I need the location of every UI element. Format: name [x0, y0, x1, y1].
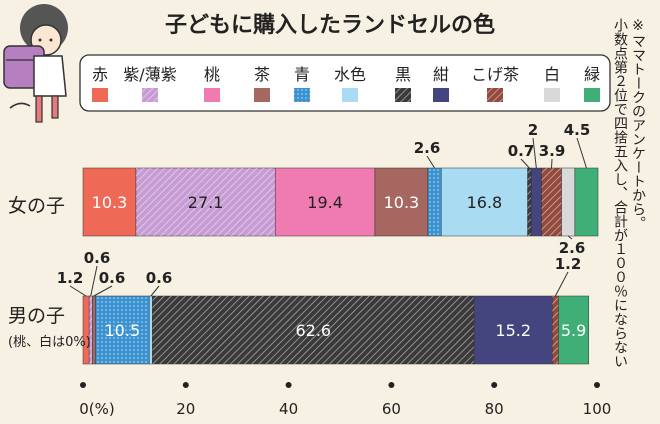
label-leader [532, 137, 537, 169]
legend: 赤紫/薄紫 桃 茶 青 水色 黒 紺 こげ茶 白 緑 [92, 65, 600, 102]
bar-segment [558, 295, 590, 365]
axis-tick [594, 382, 600, 388]
label-leader [93, 285, 113, 297]
bar-segment-pattern [152, 296, 475, 364]
legend-swatch-pattern [294, 88, 310, 102]
label-leader [90, 265, 98, 297]
legend-label: 黒 [395, 65, 411, 84]
data-label: 10.3 [92, 193, 128, 212]
bar-segment-pattern [135, 168, 276, 236]
legend-swatch [254, 88, 270, 102]
data-label: 5.9 [561, 321, 586, 340]
girl-illustration [3, 4, 68, 123]
chart-title: 子どもに購入したランドセルの色 [165, 12, 495, 38]
legend-swatch-pattern [142, 88, 158, 102]
legend-swatch [204, 88, 220, 102]
data-labels: 10.3 27.1 19.4 10.32.616.80.723.92.64.51.20… [57, 121, 591, 340]
legend-swatch [584, 88, 600, 102]
axis-tick-label: 100 [583, 400, 612, 418]
axis-tick-label: 40 [279, 400, 298, 418]
axis-tick-label: 20 [176, 400, 195, 418]
bar-segment [441, 167, 528, 237]
legend-swatch-pattern [487, 88, 503, 102]
bar-segment [473, 295, 553, 365]
bar-segment [149, 295, 153, 365]
data-label: 3.9 [539, 142, 566, 160]
data-label: 0.6 [84, 249, 111, 267]
data-label: 2.6 [414, 139, 441, 157]
data-label: 27.1 [188, 193, 224, 212]
label-leader [567, 235, 573, 240]
label-leader [150, 285, 160, 297]
data-label: 19.4 [307, 193, 343, 212]
axis-tick [182, 382, 189, 388]
bar-segment-pattern [95, 296, 150, 364]
x-axis: 0(%) 20 40 60 80 100 [79, 382, 611, 418]
bar-segment [82, 295, 90, 365]
bar-segment [92, 295, 96, 365]
legend-swatch [342, 88, 358, 102]
data-label: 0.6 [146, 269, 173, 287]
legend-label: こげ茶 [471, 65, 519, 84]
legend-label: 緑 [584, 65, 600, 84]
girl-dress [33, 55, 67, 97]
axis-tick [285, 382, 292, 388]
category-label: 女の子 [8, 195, 65, 217]
bar-segment [274, 167, 376, 237]
data-label: 2 [528, 121, 538, 139]
data-label: 1.2 [555, 255, 582, 273]
legend-label: 白 [544, 65, 560, 84]
data-label: 2.6 [559, 239, 586, 257]
bar-segment-pattern [541, 168, 562, 236]
category-note: (桃、白は0%) [8, 334, 91, 350]
legend-swatch [92, 88, 108, 102]
survey-note-col2: 小数点第２位で四捨五入し、合計が１００％にならない [612, 18, 628, 368]
axis-tick [388, 382, 395, 388]
bar-segment [374, 167, 429, 237]
data-label: 15.2 [495, 321, 531, 340]
data-label: 16.8 [467, 193, 503, 212]
legend-label: 桃 [204, 65, 220, 84]
label-leader [69, 285, 87, 297]
bar-segment [530, 167, 542, 237]
bar-segment-pattern [552, 296, 559, 364]
data-label: 1.2 [57, 269, 84, 287]
bar-segment-pattern [89, 296, 93, 364]
bar-segment-pattern [427, 168, 442, 236]
bars [82, 167, 599, 365]
data-label: 62.6 [295, 321, 331, 340]
data-label: 10.5 [105, 321, 141, 340]
axis-tick [80, 382, 86, 388]
legend-label: 水色 [334, 65, 366, 84]
bar-segment [82, 167, 137, 237]
legend-label: 紫/薄紫 [123, 65, 176, 84]
legend-label: 茶 [254, 65, 270, 84]
axis-tick-label: 60 [382, 400, 401, 418]
legend-swatch-pattern [395, 88, 411, 102]
data-label: 0.6 [99, 269, 126, 287]
label-leader [426, 155, 435, 169]
survey-note-col1: ※ママトークのアンケートから。 [630, 18, 646, 230]
legend-label: 青 [294, 65, 310, 84]
legend-label: 赤 [92, 65, 108, 84]
data-label: 4.5 [564, 121, 591, 139]
legend-swatch [544, 88, 560, 102]
legend-swatch [433, 88, 449, 102]
data-label: 10.3 [384, 193, 420, 212]
axis-tick-label: 0(%) [79, 400, 115, 418]
data-label: 0.7 [508, 142, 535, 160]
axis-tick [491, 382, 498, 388]
label-leader [554, 271, 569, 297]
legend-label: 紺 [433, 65, 449, 84]
label-leader [520, 158, 530, 169]
category-label: 男の子 [8, 305, 65, 327]
bar-segment-pattern [527, 168, 532, 236]
bar-segment [561, 167, 576, 237]
label-leader [576, 137, 587, 169]
axis-tick-label: 80 [485, 400, 504, 418]
bar-segment [574, 167, 599, 237]
